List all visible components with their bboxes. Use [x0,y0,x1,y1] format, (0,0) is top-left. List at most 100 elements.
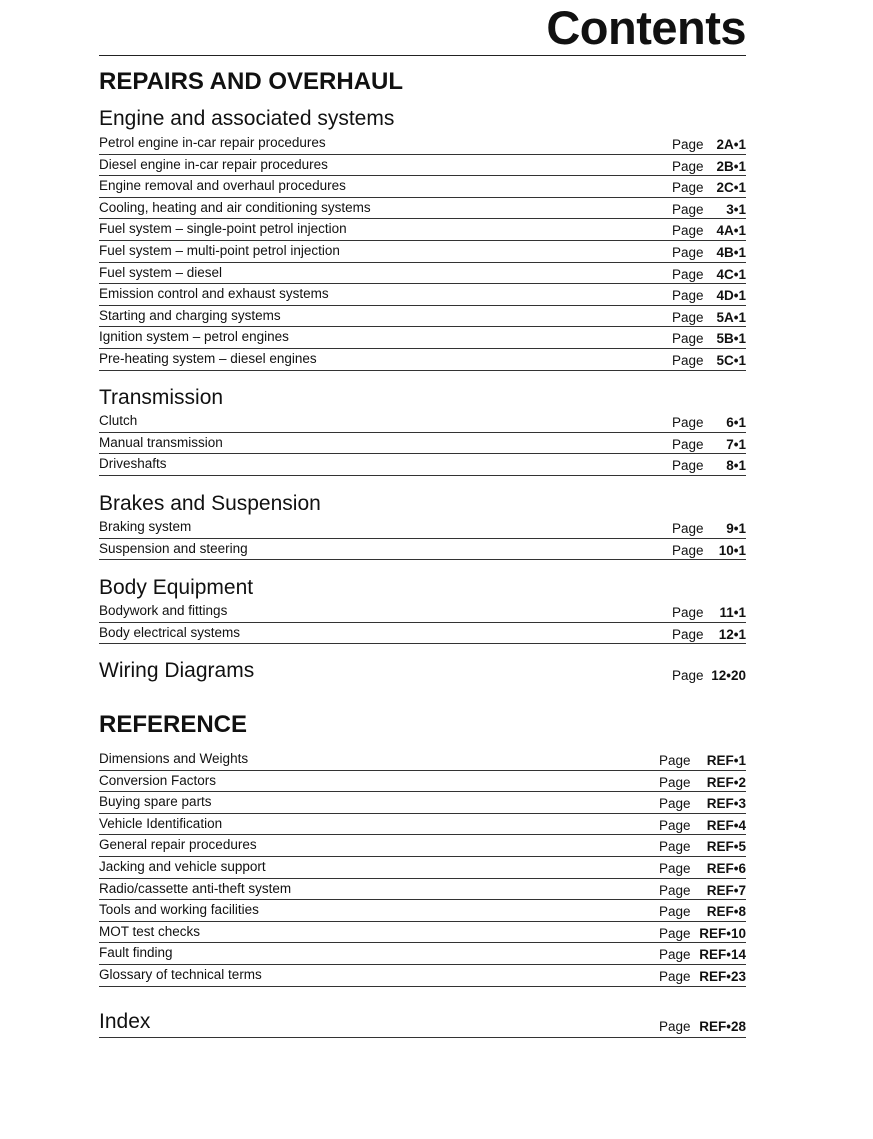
page-label: Page [672,521,704,536]
toc-label: Pre-heating system – diesel engines [99,350,317,366]
toc-row[interactable]: Jacking and vehicle support Page REF•6 [99,857,746,879]
page-number: REF•3 [706,796,746,812]
toc-label: Engine removal and overhaul procedures [99,178,346,194]
toc-label: MOT test checks [99,923,201,939]
toc-label: Braking system [99,519,192,534]
page-number: 4D•1 [716,288,747,304]
page-number: 2C•1 [716,180,747,196]
page-number: REF•23 [699,968,746,984]
page-number: 12•20 [711,668,746,683]
toc-row[interactable]: Cooling, heating and air conditioning sy… [99,198,746,220]
page-label: Page [659,839,691,855]
page-number: 11•1 [719,605,746,620]
section-heading: Body Equipment [99,576,254,599]
page-number: 12•1 [718,626,746,642]
toc-row[interactable]: Manual transmission Page 7•1 [99,433,746,455]
rows-body: Bodywork and fittings Page 11•1 Body electr… [99,601,746,645]
toc-row[interactable]: Diesel engine in-car repair procedures Pa… [99,155,746,177]
toc-row[interactable]: General repair procedures Page REF•5 [99,835,746,857]
section-heading: Engine and associated systems [99,107,395,130]
toc-row[interactable]: Fuel system – single-point petrol inject… [99,219,746,241]
page-number: REF•8 [706,904,746,920]
toc-row[interactable]: Radio/cassette anti-theft system Page REF•… [99,879,746,901]
toc-label: Glossary of technical terms [99,966,262,982]
wiring-diagrams-entry[interactable]: Wiring Diagrams Page 12•20 [99,659,746,683]
toc-row[interactable]: Glossary of technical terms Page REF•23 [99,965,746,987]
toc-label: Ignition system – petrol engines [99,329,289,345]
toc-row[interactable]: Fuel system – diesel Page 4C•1 [99,263,746,285]
toc-row[interactable]: Starting and charging systems Page 5A•1 [99,306,746,328]
page-number: REF•28 [699,1019,746,1034]
toc-label: Fuel system – multi-point petrol injecti… [99,242,340,258]
page-label: Page [672,201,704,217]
rows-brakes: Braking system Page 9•1 Suspension and stee… [99,517,746,561]
toc-label: Conversion Factors [99,772,217,788]
page-label: Page [672,137,704,152]
toc-row[interactable]: Suspension and steering Page 10•1 [99,539,746,561]
toc-row[interactable]: Fault finding Page REF•14 [99,943,746,965]
toc-label: Dimensions and Weights [99,751,249,766]
page-label: Page [659,968,691,984]
toc-row[interactable]: Fuel system – multi-point petrol injecti… [99,241,746,263]
page-number: REF•2 [706,774,746,790]
toc-label: Suspension and steering [99,540,248,556]
toc-label: Diesel engine in-car repair procedures [99,156,328,172]
toc-row[interactable]: Ignition system – petrol engines Page 5B•1 [99,327,746,349]
rows-engine: Petrol engine in-car repair procedures Pa… [99,133,746,371]
page-number: REF•7 [706,882,746,898]
repairs-heading: REPAIRS AND OVERHAUL [99,68,404,95]
toc-row[interactable]: Buying spare parts Page REF•3 [99,792,746,814]
divider [99,55,746,56]
page-number: 6•1 [726,415,746,430]
toc-label: Fault finding [99,945,173,961]
toc-row[interactable]: Engine removal and overhaul procedures Pa… [99,176,746,198]
toc-row[interactable]: Tools and working facilities Page REF•8 [99,900,746,922]
toc-row[interactable]: Pre-heating system – diesel engines Page 5… [99,349,746,371]
page-label: Page [672,158,704,174]
toc-label: Jacking and vehicle support [99,858,266,874]
page-number: REF•1 [706,753,746,768]
toc-row[interactable]: Clutch Page 6•1 [99,411,746,433]
page-number: REF•10 [699,925,746,941]
page-label: Page [672,458,704,474]
section-heading: Transmission [99,386,224,409]
page-label: Page [672,668,704,683]
page-number: 4B•1 [716,244,747,260]
toc-label: Fuel system – single-point petrol inject… [99,221,347,237]
page-number: 3•1 [726,201,746,217]
index-heading: Index [99,1010,151,1033]
toc-row[interactable]: MOT test checks Page REF•10 [99,922,746,944]
page-label: Page [659,774,691,790]
page-label: Page [672,605,704,620]
toc-label: Fuel system – diesel [99,264,223,280]
toc-row[interactable]: Emission control and exhaust systems Page… [99,284,746,306]
page-number: 4A•1 [716,223,747,239]
toc-label: Bodywork and fittings [99,603,228,618]
page-label: Page [672,288,704,304]
toc-row[interactable]: Dimensions and Weights Page REF•1 [99,749,746,771]
page-number: 4C•1 [716,266,747,282]
toc-label: Starting and charging systems [99,307,281,323]
toc-row[interactable]: Braking system Page 9•1 [99,517,746,539]
page-label: Page [659,796,691,812]
page-label: Page [672,180,704,196]
toc-row[interactable]: Bodywork and fittings Page 11•1 [99,601,746,623]
toc-label: Tools and working facilities [99,902,259,918]
page-label: Page [659,817,691,833]
toc-label: Driveshafts [99,456,167,472]
toc-row[interactable]: Petrol engine in-car repair procedures Pa… [99,133,746,155]
index-entry[interactable]: Index Page REF•28 [99,1010,746,1038]
rows-reference: Dimensions and Weights Page REF•1 Conversio… [99,749,746,987]
toc-row[interactable]: Body electrical systems Page 12•1 [99,623,746,645]
page-number: 7•1 [726,436,746,452]
rows-transmission: Clutch Page 6•1 Manual transmission Page 7•1 D… [99,411,746,476]
page-label: Page [672,266,704,282]
section-heading: Brakes and Suspension [99,492,321,515]
toc-row[interactable]: Vehicle Identification Page REF•4 [99,814,746,836]
toc-label: General repair procedures [99,837,257,853]
toc-row[interactable]: Conversion Factors Page REF•2 [99,771,746,793]
toc-row[interactable]: Driveshafts Page 8•1 [99,454,746,476]
page-label: Page [672,309,704,325]
page-label: Page [659,882,691,898]
